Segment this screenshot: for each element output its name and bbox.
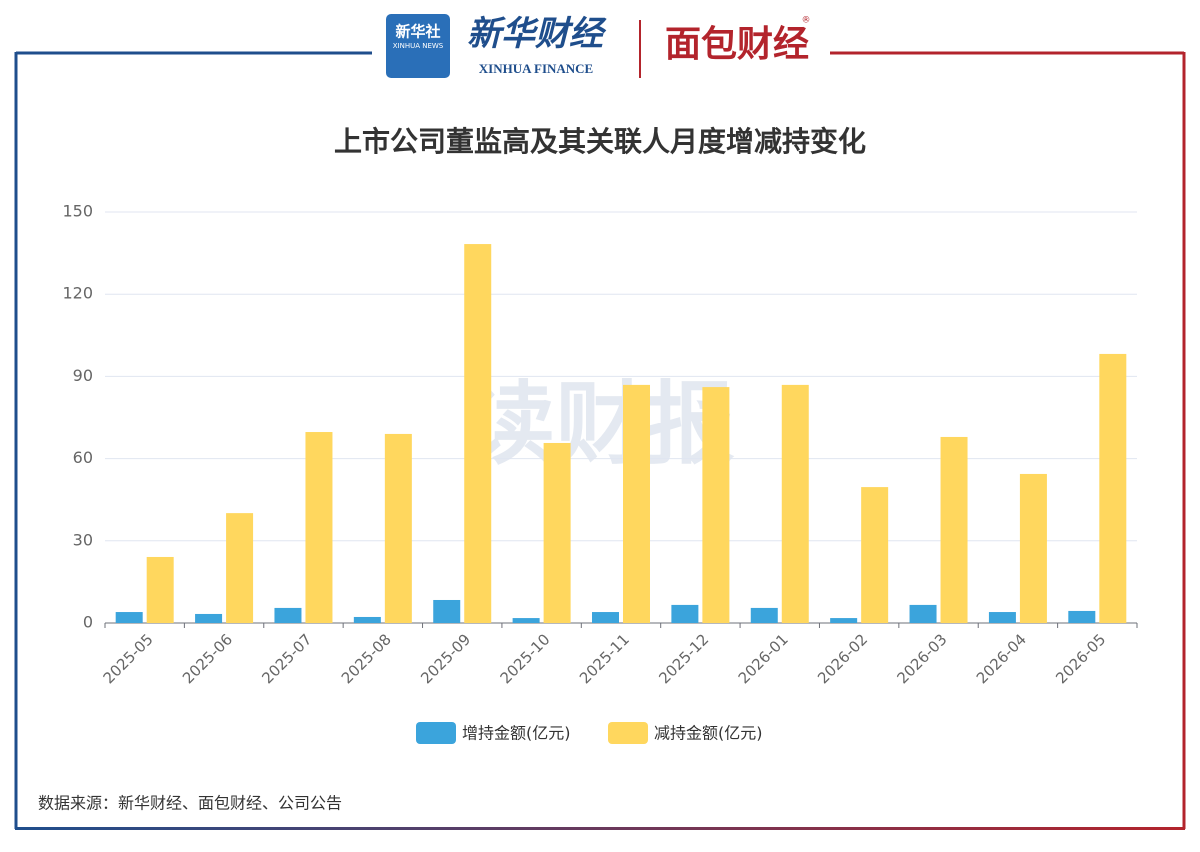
chart-title: 上市公司董监高及其关联人月度增减持变化 [334,125,866,158]
bar [940,436,968,623]
y-tick-label: 150 [62,202,93,221]
x-tick-label: 2025-11 [576,630,633,687]
x-tick-label: 2025-05 [100,630,157,687]
bar [623,384,650,623]
finance-logo-en: XINHUA FINANCE [479,61,593,76]
x-tick-label: 2025-07 [258,630,315,687]
bar [1019,473,1047,623]
source-note: 数据来源：新华财经、面包财经、公司公告 [38,794,342,813]
bar [464,244,492,624]
x-tick-label: 2025-08 [338,630,395,687]
xinhua-logo-en: XINHUA NEWS [393,42,444,50]
y-tick-label: 90 [73,366,93,385]
bar [433,599,461,623]
watermark: 读财报 [465,372,735,477]
x-tick-label: 2026-01 [735,630,792,687]
bar [750,607,778,623]
y-tick-label: 0 [83,613,93,632]
bar [512,618,540,623]
finance-logo: 新华财经 [467,14,607,54]
bar [861,487,889,623]
y-tick-label: 120 [62,284,93,303]
x-tick-label: 2025-06 [179,630,236,687]
bar [543,442,571,623]
y-tick-label: 60 [73,448,93,467]
frame-bottom [15,827,1185,830]
bar [146,556,174,623]
bar [274,607,302,623]
bar [1068,610,1096,623]
bar [830,618,858,623]
x-tick-label: 2026-02 [814,630,871,687]
bar [909,604,937,623]
legend-label: 减持金额(亿元) [654,724,763,743]
x-tick-label: 2026-05 [1052,630,1109,687]
x-tick-label: 2026-04 [973,630,1030,687]
registered-mark: ® [802,16,811,26]
bar [115,612,143,623]
y-tick-label: 30 [73,530,93,549]
bar [1099,353,1127,623]
bar [988,612,1016,623]
bar [195,613,223,623]
bar [353,616,381,623]
legend-swatch [608,722,648,744]
bar [305,432,333,623]
bar [384,433,412,623]
bar [671,604,699,623]
bar [592,612,619,623]
xinhua-logo-box [386,14,450,78]
bar [226,513,254,623]
x-tick-label: 2025-09 [417,630,474,687]
bar [702,387,730,623]
legend-label: 增持金额(亿元) [462,724,571,743]
x-tick-label: 2026-03 [893,630,950,687]
xinhua-logo: 新华社 [395,23,440,41]
mianbao-logo: 面包财经 [665,24,809,65]
bar [781,384,809,623]
legend-swatch [416,722,456,744]
x-tick-label: 2025-12 [655,630,712,687]
x-tick-label: 2025-10 [497,630,554,687]
